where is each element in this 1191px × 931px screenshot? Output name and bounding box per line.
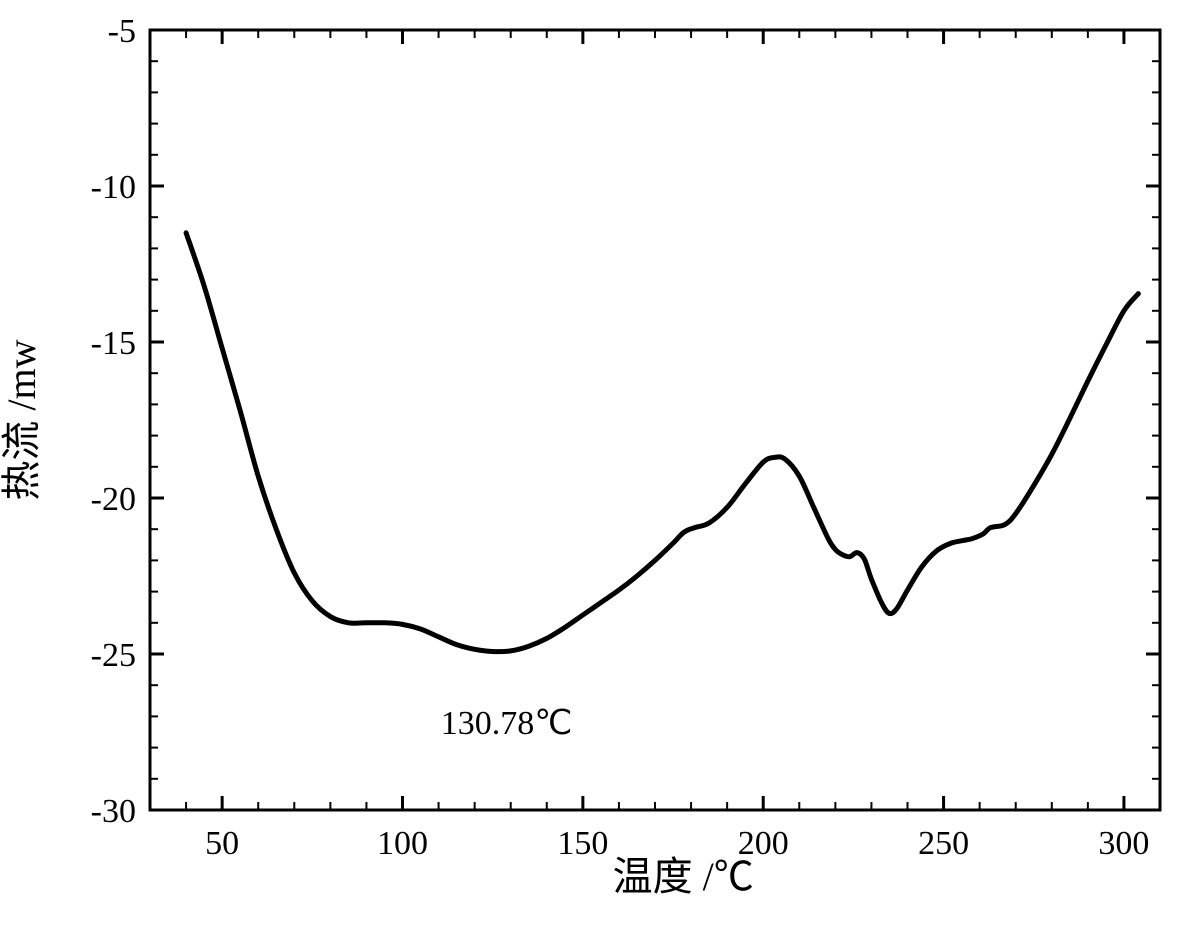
chart-svg: 50100150200250300-30-25-20-15-10-5	[0, 0, 1191, 931]
svg-text:-15: -15	[91, 325, 136, 362]
svg-text:-5: -5	[108, 13, 136, 50]
svg-text:150: 150	[557, 825, 608, 862]
peak-annotation: 130.78℃	[441, 703, 573, 743]
svg-text:250: 250	[918, 825, 969, 862]
svg-text:-20: -20	[91, 481, 136, 518]
svg-text:-30: -30	[91, 793, 136, 830]
y-axis-label: 热流 /mw	[0, 339, 47, 500]
x-axis-label: 温度 /℃	[613, 844, 754, 902]
svg-text:50: 50	[205, 825, 239, 862]
svg-text:-25: -25	[91, 637, 136, 674]
svg-text:-10: -10	[91, 169, 136, 206]
svg-text:100: 100	[377, 825, 428, 862]
dsc-chart: 50100150200250300-30-25-20-15-10-5 热流 /m…	[0, 0, 1191, 931]
svg-text:300: 300	[1098, 825, 1149, 862]
